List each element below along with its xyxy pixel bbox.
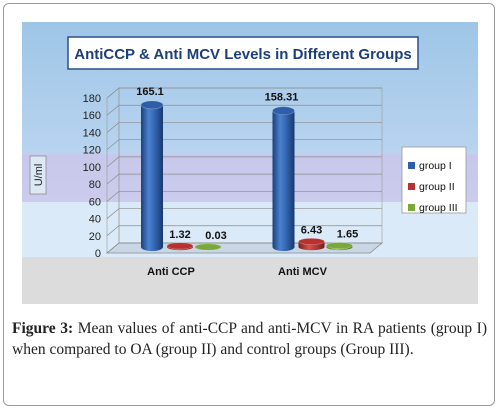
bar <box>141 104 163 247</box>
bar <box>272 110 295 248</box>
y-axis-label-box <box>29 155 47 195</box>
figure-caption: Figure 3: Mean values of anti-CCP and an… <box>12 318 487 360</box>
data-label: 158.31 <box>265 92 299 104</box>
bar-top <box>140 100 164 110</box>
y-axis-label: U/ml <box>33 164 45 187</box>
y-tick-label: 160 <box>83 110 101 122</box>
x-axis-ticks: Anti CCP Anti MCV <box>147 266 327 278</box>
y-tick-label: 20 <box>89 231 101 243</box>
y-tick-label: 40 <box>89 214 101 226</box>
legend-box <box>401 146 467 214</box>
legend-swatch <box>408 183 415 190</box>
bars <box>140 100 353 251</box>
bar-top <box>272 106 295 115</box>
bar-top <box>326 242 353 250</box>
legend-label: group I <box>419 160 452 172</box>
legend-label: group II <box>419 181 455 193</box>
caption-label: Figure 3: <box>12 320 74 337</box>
bar-bottom <box>141 243 163 251</box>
y-tick-label: 80 <box>89 179 101 191</box>
x-tick-label: Anti CCP <box>147 266 195 278</box>
bar-top <box>194 243 222 251</box>
legend: group I group II group III <box>408 160 458 214</box>
data-labels: 165.1 1.32 0.03 158.31 6.43 1.65 <box>136 86 358 242</box>
legend-swatch <box>408 204 415 211</box>
data-label: 1.32 <box>169 229 190 241</box>
bar-bottom <box>298 243 325 251</box>
chart-band-bottom <box>22 257 478 304</box>
data-label: 1.65 <box>337 229 358 241</box>
gridline <box>106 104 382 116</box>
data-label: 165.1 <box>136 86 164 98</box>
y-tick-label: 180 <box>83 93 101 105</box>
y-tick-label: 140 <box>83 127 101 139</box>
bar-bottom <box>272 243 295 251</box>
bar-top <box>166 242 194 250</box>
bar-top <box>298 237 325 245</box>
y-tick-label: 60 <box>89 196 101 208</box>
data-label: 6.43 <box>301 224 322 236</box>
chart: AntiCCP & Anti MCV Levels in Different G… <box>22 22 478 304</box>
chart-title: AntiCCP & Anti MCV Levels in Different G… <box>74 46 412 63</box>
caption-text: Mean values of anti-CCP and anti-MCV in … <box>12 320 487 358</box>
chart-title-box <box>67 36 419 70</box>
y-tick-label: 100 <box>83 162 101 174</box>
y-tick-label: 0 <box>95 248 101 260</box>
legend-swatch <box>408 162 415 169</box>
x-tick-label: Anti MCV <box>278 266 328 278</box>
y-tick-label: 120 <box>83 145 101 157</box>
y-axis-ticks: 0 20 40 60 80 100 120 140 160 180 <box>83 93 101 260</box>
data-label: 0.03 <box>205 230 226 242</box>
legend-label: group III <box>419 202 458 214</box>
gridline <box>106 87 382 99</box>
